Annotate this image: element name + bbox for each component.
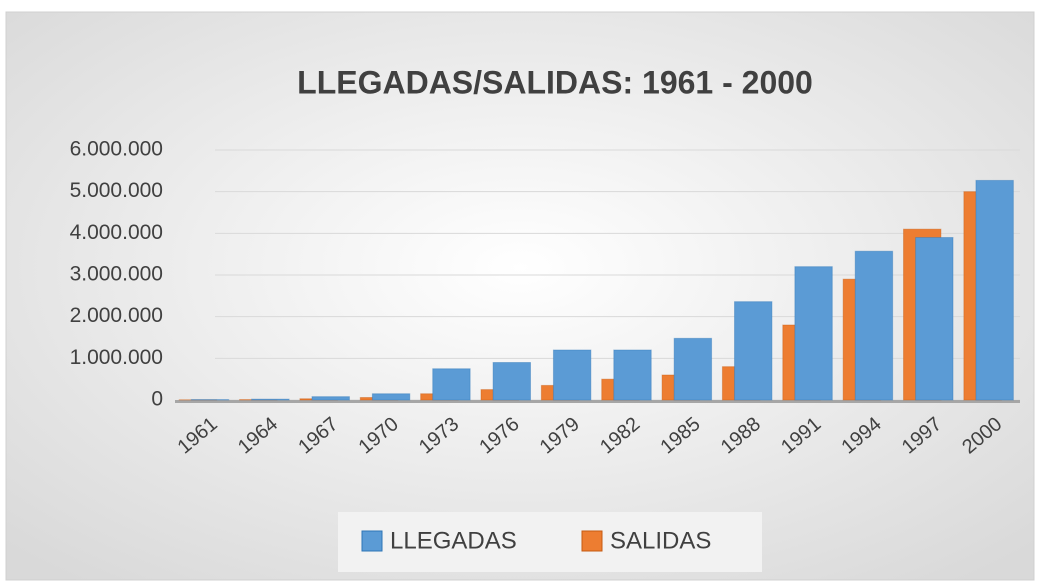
bar	[492, 362, 532, 401]
bar	[371, 393, 411, 401]
legend-box	[338, 512, 762, 572]
bar	[673, 337, 713, 401]
bar	[854, 250, 894, 401]
y-tick-label: 5.000.000	[70, 179, 163, 202]
y-tick-label: 0	[151, 388, 163, 411]
bar	[552, 349, 592, 401]
bar	[432, 368, 471, 401]
bar	[975, 179, 1014, 401]
bar	[613, 349, 652, 401]
y-tick-label: 1.000.000	[70, 346, 163, 369]
bar	[915, 237, 954, 401]
bar	[794, 266, 833, 401]
legend-swatch	[361, 530, 383, 552]
bar	[251, 398, 290, 401]
y-tick-label: 6.000.000	[70, 138, 163, 161]
y-tick-label: 2.000.000	[70, 304, 163, 327]
legend-label: LLEGADAS	[390, 527, 517, 554]
y-tick-label: 3.000.000	[70, 263, 163, 286]
bar	[311, 396, 350, 401]
legend-label: SALIDAS	[610, 527, 711, 554]
bar	[734, 301, 773, 401]
floor	[175, 400, 1020, 403]
chart-title: LLEGADAS/SALIDAS: 1961 - 2000	[297, 64, 813, 100]
y-tick-label: 4.000.000	[70, 221, 163, 244]
legend-swatch	[581, 530, 603, 552]
